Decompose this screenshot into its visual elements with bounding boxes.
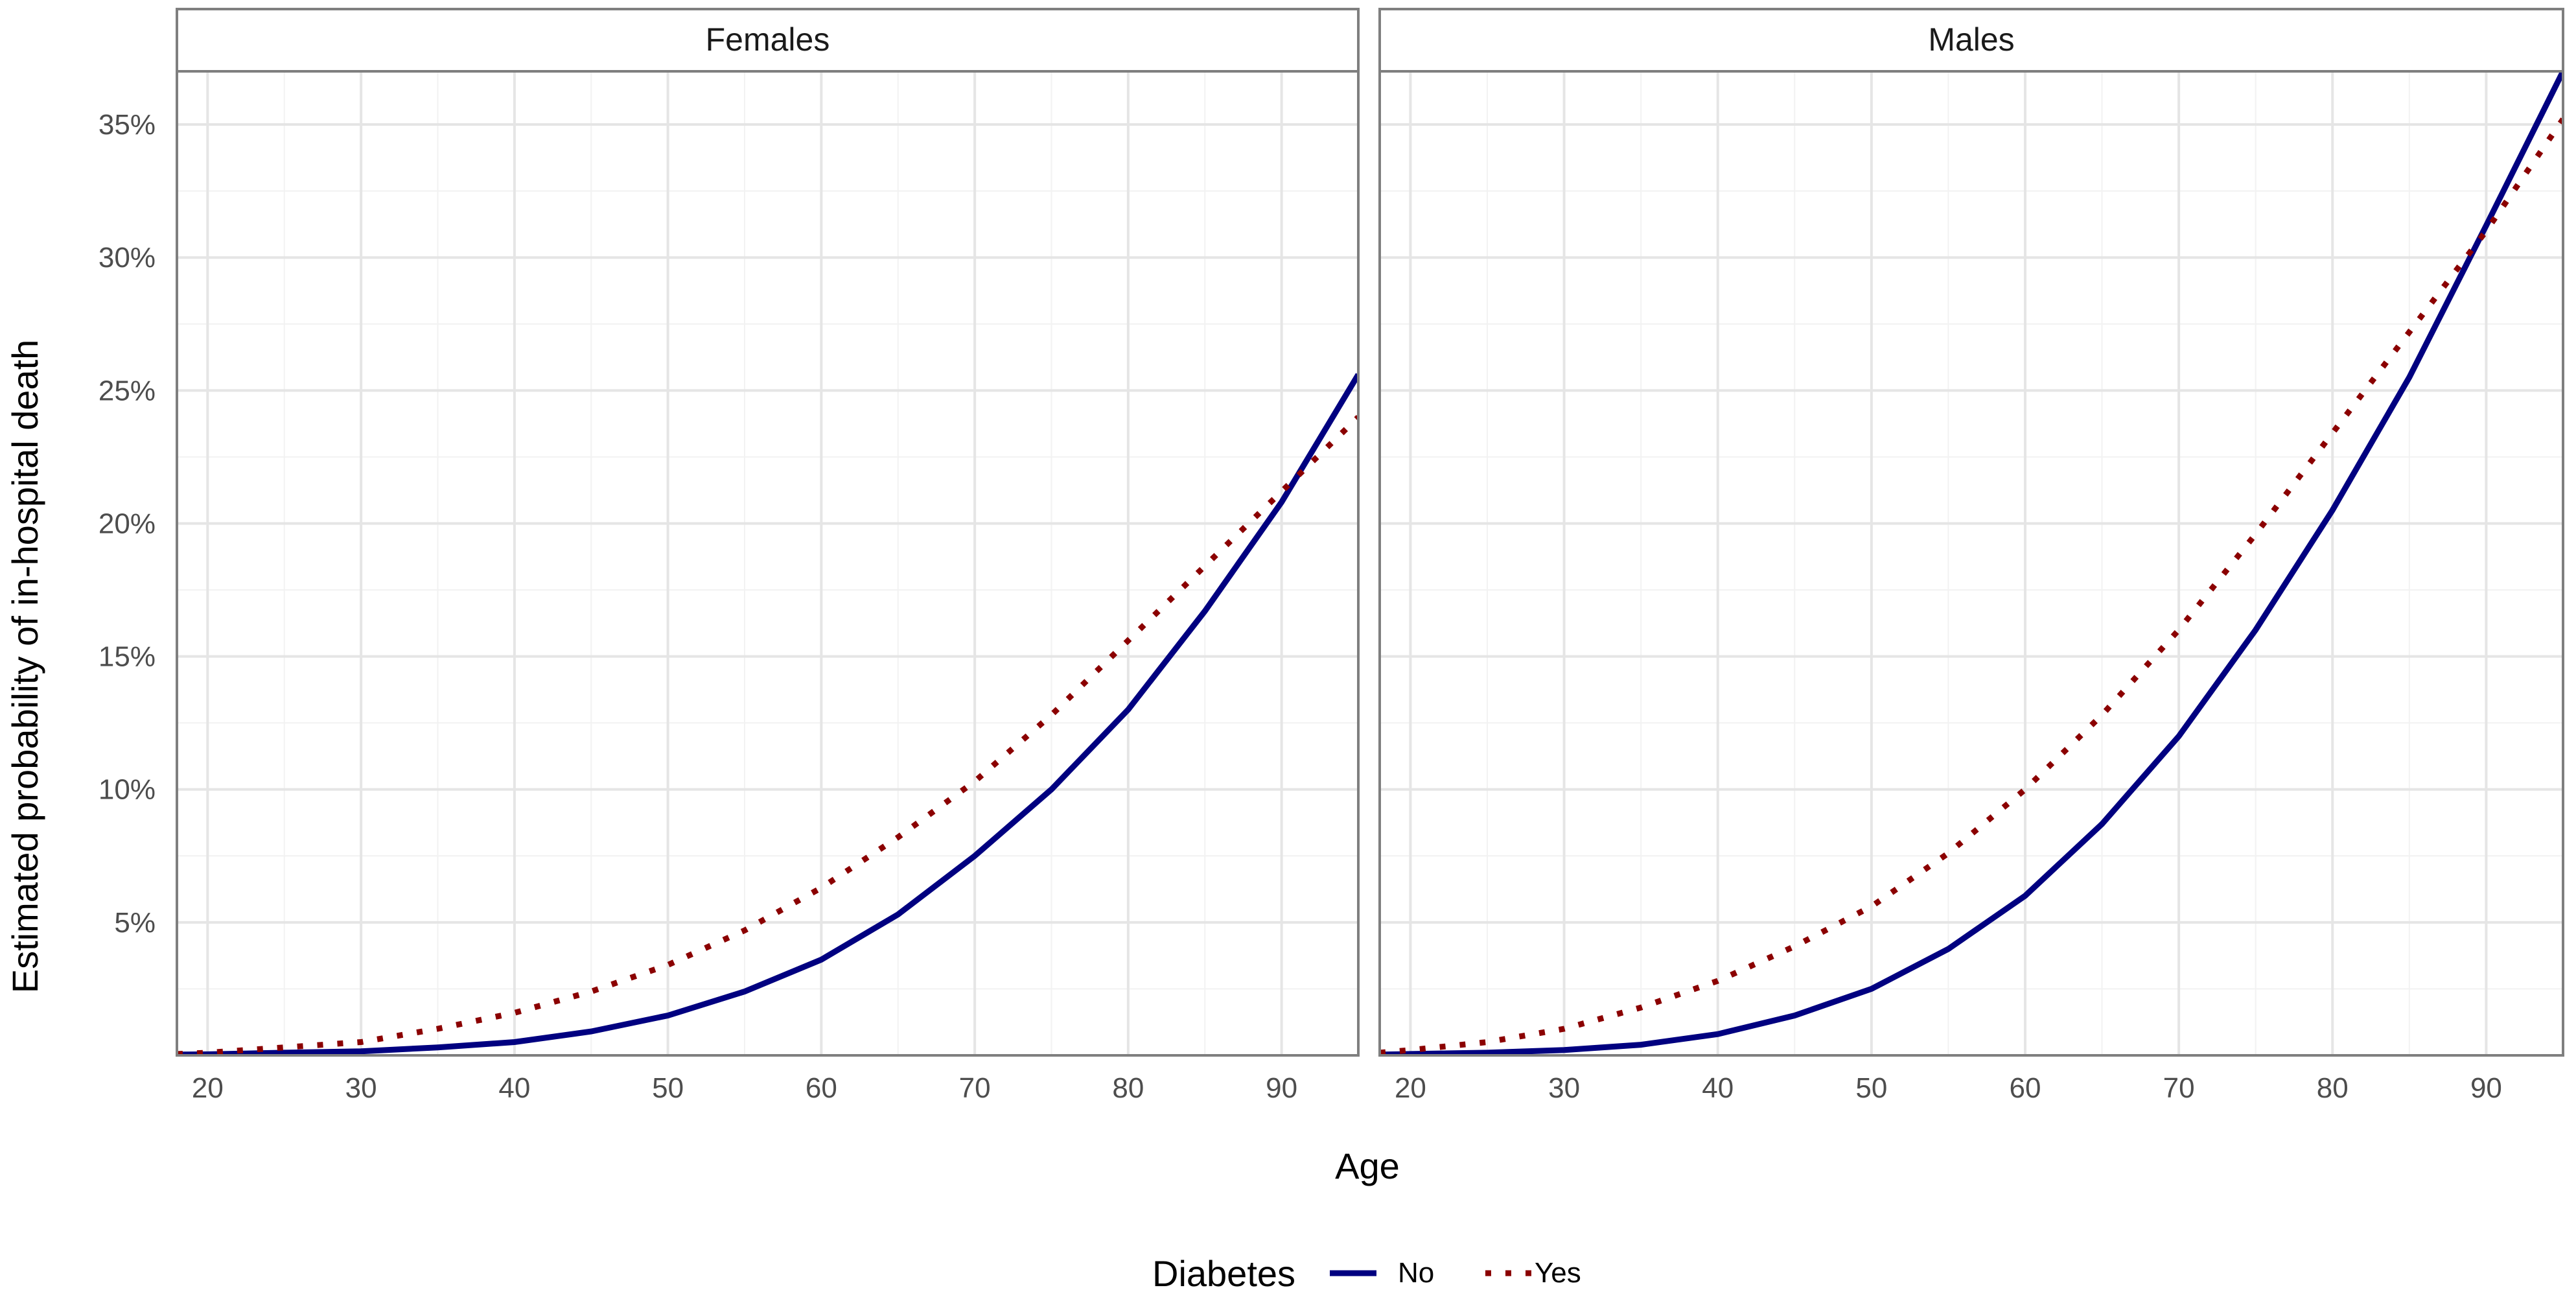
- panel-border-females: [176, 70, 1360, 1057]
- y-tick-label: 5%: [114, 907, 156, 939]
- strip-label-females: Females: [706, 21, 830, 58]
- y-tick-label: 30%: [99, 242, 156, 274]
- x-tick-label: 50: [652, 1072, 684, 1104]
- strip-label-males: Males: [1928, 21, 2014, 58]
- x-tick-label: 80: [1112, 1072, 1144, 1104]
- x-tick-label: 50: [1855, 1072, 1887, 1104]
- x-tick-label: 20: [1395, 1072, 1426, 1104]
- x-axis-title: Age: [1335, 1145, 1400, 1186]
- y-tick-label: 35%: [99, 109, 156, 141]
- series-line-females-yes: [177, 415, 1358, 1055]
- series-line-females-no: [177, 373, 1358, 1055]
- panel-males: Males 20 30 40 50 60 70 80 90: [1378, 8, 2564, 1104]
- series-line-males-yes: [1380, 117, 2563, 1055]
- strip-females: [176, 8, 1360, 73]
- x-tick-label: 90: [2470, 1072, 2502, 1104]
- y-tick-label: 20%: [99, 508, 156, 539]
- y-axis-title: Estimated probability of in-hospital dea…: [5, 340, 45, 994]
- x-tick-label: 70: [2163, 1072, 2195, 1104]
- x-tick-label: 80: [2317, 1072, 2349, 1104]
- x-tick-label: 90: [1266, 1072, 1297, 1104]
- x-tick-label: 60: [2010, 1072, 2041, 1104]
- x-tick-label: 30: [1548, 1072, 1580, 1104]
- y-tick-label: 25%: [99, 375, 156, 406]
- x-tick-label: 60: [806, 1072, 837, 1104]
- x-tick-label: 40: [1702, 1072, 1734, 1104]
- panel-border-males: [1378, 70, 2564, 1057]
- x-tick-label: 70: [959, 1072, 991, 1104]
- x-tick-label: 40: [498, 1072, 530, 1104]
- y-tick-label: 10%: [99, 774, 156, 806]
- legend-label-no: No: [1398, 1257, 1434, 1289]
- series-line-males-no: [1380, 71, 2563, 1055]
- panels: Females 20 30 40 50 60 70 80 90 5% 10% 15% 20% 25% 30%…: [99, 8, 2564, 1104]
- x-tick-label: 20: [192, 1072, 224, 1104]
- panel-females: Females 20 30 40 50 60 70 80 90 5% 10% 15% 20% 25% 30%…: [99, 8, 1360, 1104]
- strip-males: [1378, 8, 2564, 73]
- legend-title: Diabetes: [1152, 1253, 1295, 1294]
- legend-label-yes: Yes: [1535, 1257, 1581, 1289]
- x-tick-label: 30: [345, 1072, 377, 1104]
- y-tick-label: 15%: [99, 641, 156, 673]
- legend: Diabetes No Yes: [1152, 1253, 1581, 1294]
